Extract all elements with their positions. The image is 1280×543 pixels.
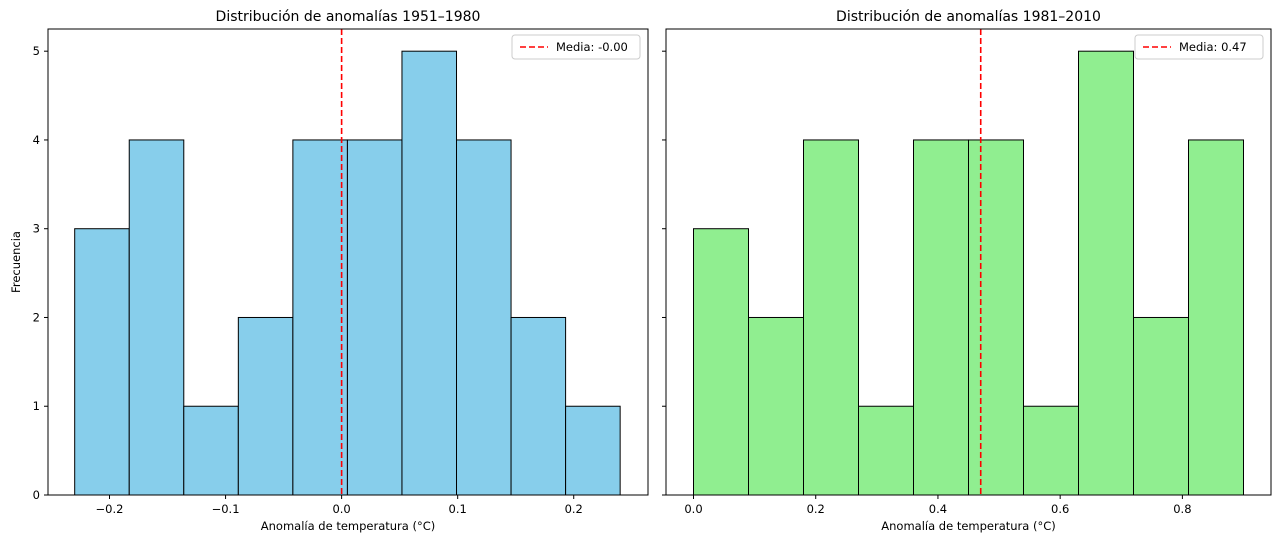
histogram-bar [510,316,567,496]
histogram-bar [913,139,969,496]
x-axis-label: Anomalía de temperatura (°C) [261,519,435,533]
axes-frame [47,28,649,496]
x-tick-label: 0.4 [929,502,947,516]
x-tick-label: 0.0 [332,502,350,516]
axes-frame [665,28,1272,496]
histogram-bar [183,405,239,496]
histogram-bar [1188,139,1244,496]
histogram-bar [693,228,749,496]
x-tick-label: 0.1 [449,502,467,516]
legend-box [511,34,641,60]
y-tick-label: 3 [33,222,40,236]
histogram-bar [456,139,512,496]
chart-title: Distribución de anomalías 1951–1980 [216,9,481,25]
y-tick-label: 2 [33,310,40,324]
legend: Media: 0.47 [1134,34,1264,60]
histogram-bar [565,405,621,496]
x-tick-label: 0.2 [807,502,825,516]
x-tick-label: 0.0 [684,502,702,516]
histogram-bar [1133,316,1189,496]
chart-title: Distribución de anomalías 1981–2010 [836,9,1101,25]
histogram-bar [401,50,458,496]
y-axis-label: Frecuencia [9,231,23,293]
x-tick-label: 0.2 [565,502,583,516]
histogram-bar [237,316,294,496]
x-tick-label: 0.8 [1173,502,1191,516]
histogram-bar [292,139,348,496]
legend-label: Media: 0.47 [1179,40,1247,54]
histogram-bar [803,139,859,496]
chart-panel-1: −0.2 −0.1 0.0 0.1 0.2 0 1 2 3 4 5 Distribución de a… [9,9,649,533]
y-tick-label: 1 [33,399,40,413]
histogram-bar [1023,405,1079,496]
x-tick-label: −0.1 [212,502,240,516]
histogram-bar [346,139,403,496]
histogram-bar [748,316,804,496]
chart-panel-2: 0.0 0.2 0.4 0.6 0.8 Distribución de anomalías… [662,9,1272,533]
histogram-bar [74,228,130,496]
histogram-bar [1078,50,1134,496]
legend-box [1134,34,1264,60]
x-tick-label: 0.6 [1051,502,1069,516]
histogram-bar [128,139,185,496]
x-axis-label: Anomalía de temperatura (°C) [881,519,1055,533]
legend: Media: -0.00 [511,34,641,60]
y-tick-label: 4 [33,133,40,147]
legend-label: Media: -0.00 [556,40,628,54]
x-tick-label: −0.2 [96,502,124,516]
histogram-bar [858,405,914,496]
histogram-bar [968,139,1024,496]
y-tick-label: 0 [33,488,40,502]
y-tick-label: 5 [33,44,40,58]
